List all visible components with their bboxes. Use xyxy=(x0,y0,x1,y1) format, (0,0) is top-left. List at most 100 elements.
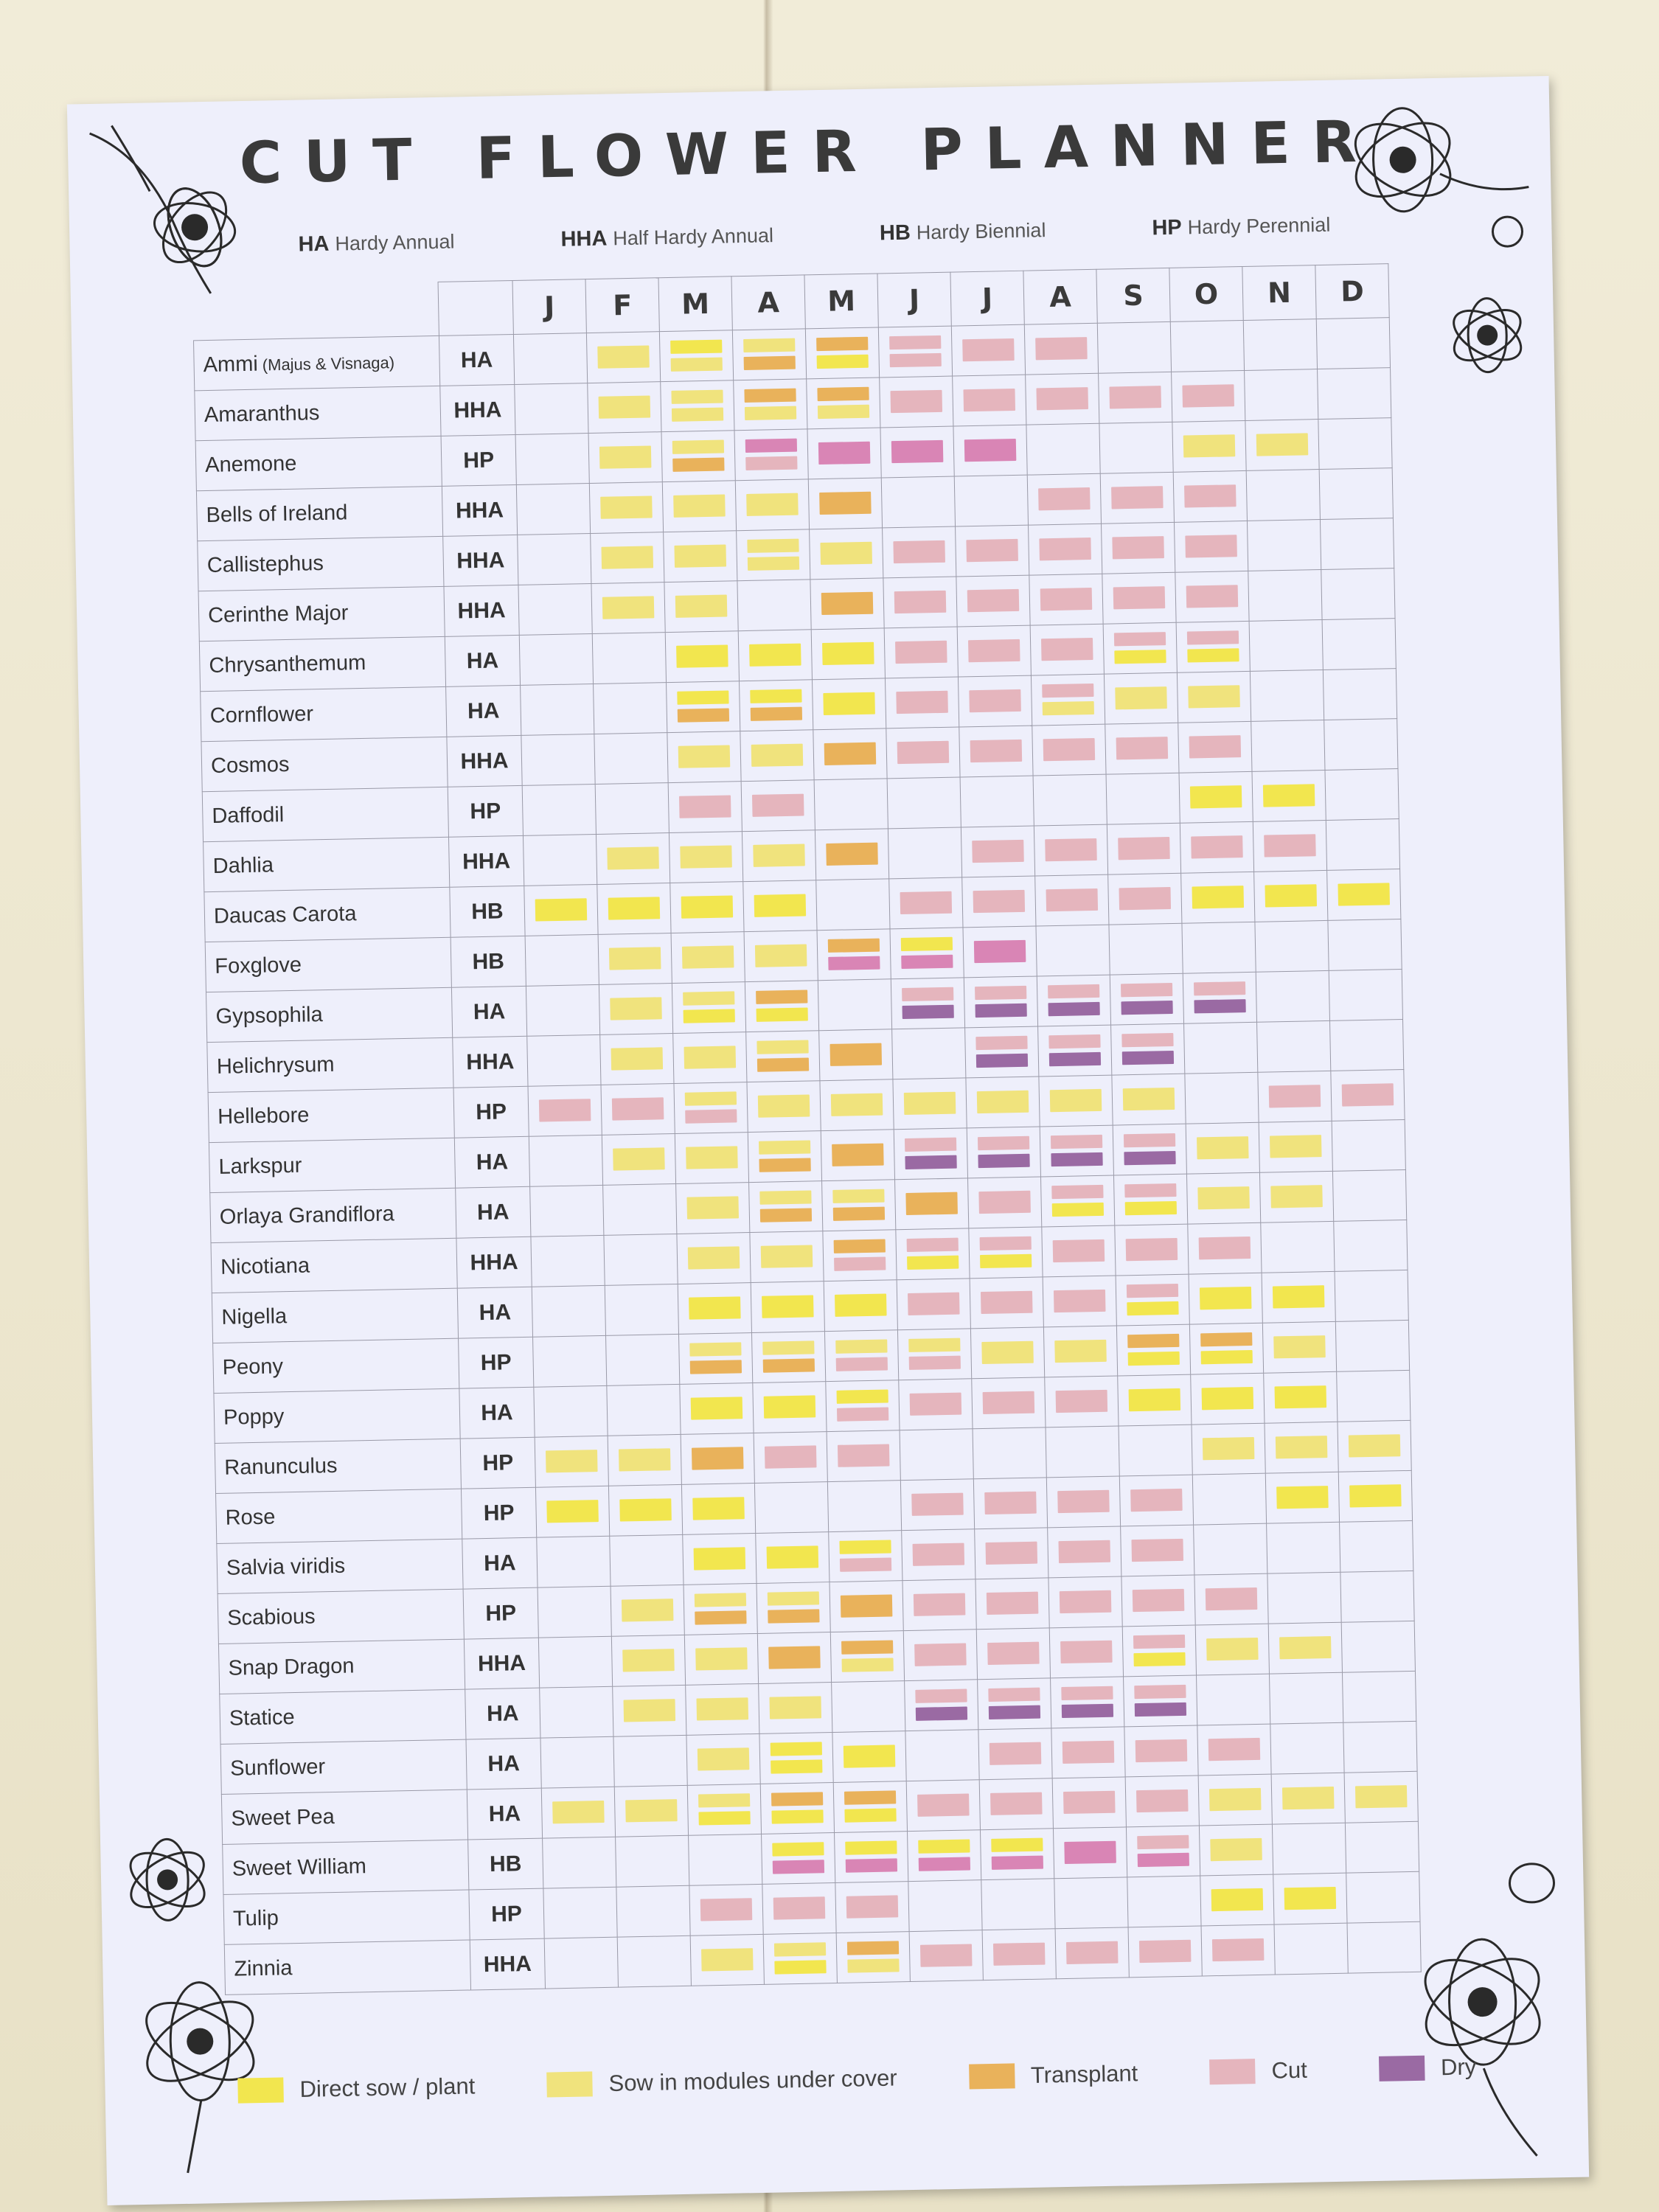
month-cell xyxy=(1173,470,1248,523)
month-cell xyxy=(682,1533,757,1585)
month-cell xyxy=(1319,467,1394,520)
activity-bar xyxy=(1338,883,1391,906)
activity-bar xyxy=(599,445,652,469)
month-cell xyxy=(1177,671,1251,723)
month-cell xyxy=(1101,522,1175,574)
activity-bar xyxy=(1201,1386,1254,1411)
activity-bar xyxy=(847,1958,900,1973)
month-cell xyxy=(829,1580,904,1632)
plant-type-code: HHA xyxy=(464,1638,540,1690)
month-cell xyxy=(535,1486,610,1538)
plant-type-code: HA xyxy=(462,1537,538,1590)
month-cell xyxy=(539,1686,613,1739)
month-cell xyxy=(528,1085,602,1137)
month-cell xyxy=(523,834,597,886)
activity-bar xyxy=(1135,1789,1189,1813)
activity-bar xyxy=(978,1190,1031,1214)
activity-bar xyxy=(826,842,878,866)
month-cell xyxy=(822,1229,897,1281)
month-cell xyxy=(824,1279,898,1332)
month-cell xyxy=(530,1235,605,1287)
plant-type-code: HB xyxy=(449,886,526,938)
month-cell xyxy=(904,1679,978,1731)
activity-bar xyxy=(837,1444,890,1467)
activity-bar xyxy=(601,546,654,569)
activity-bar xyxy=(966,538,1018,563)
activity-bar xyxy=(1064,1840,1116,1865)
plant-name-text: Anemone xyxy=(204,451,297,478)
month-cell xyxy=(909,1930,984,1982)
activity-bar xyxy=(773,1942,827,1957)
month-cell xyxy=(808,477,883,529)
activity-bar xyxy=(758,1140,811,1155)
month-cell xyxy=(526,1034,601,1087)
plant-name: Statice xyxy=(219,1689,466,1745)
month-cell xyxy=(1025,373,1099,425)
plant-name: Rose xyxy=(215,1489,462,1544)
month-cell xyxy=(819,1079,894,1131)
activity-bar xyxy=(1058,1540,1111,1564)
month-cell xyxy=(908,1879,983,1932)
month-cell xyxy=(1320,518,1394,570)
activity-bar xyxy=(1039,538,1091,561)
month-cell xyxy=(806,377,880,429)
month-cell xyxy=(968,1226,1043,1279)
month-cell xyxy=(663,530,737,582)
activity-bar xyxy=(678,745,731,768)
month-cell xyxy=(807,427,882,479)
activity-bar xyxy=(685,1109,737,1124)
plant-name-text: Ranunculus xyxy=(224,1453,338,1480)
activity-bar xyxy=(840,1594,893,1618)
month-cell xyxy=(1324,718,1398,771)
month-cell xyxy=(1176,621,1251,673)
activity-bar xyxy=(830,1093,883,1116)
plant-name-text: Orlaya Grandiflora xyxy=(219,1202,395,1229)
activity-bar xyxy=(1270,1185,1323,1208)
activity-bar xyxy=(698,1811,751,1826)
activity-bar xyxy=(744,388,796,403)
activity-bar xyxy=(762,1340,815,1355)
activity-bar xyxy=(824,742,877,765)
month-cell xyxy=(1030,624,1105,676)
activity-bar xyxy=(759,1158,811,1172)
month-cell xyxy=(1189,1323,1264,1375)
month-cell xyxy=(1270,1722,1345,1775)
activity-bar xyxy=(772,1860,825,1874)
plant-name: Orlaya Grandiflora xyxy=(209,1188,456,1243)
month-cell xyxy=(676,1232,751,1284)
month-cell xyxy=(1335,1270,1409,1322)
month-cell xyxy=(1175,571,1250,623)
month-header: J xyxy=(512,279,587,335)
activity-bar xyxy=(535,898,588,922)
activity-bar xyxy=(698,1793,751,1808)
plant-type-code: HP xyxy=(461,1487,537,1540)
activity-bar xyxy=(845,1840,897,1855)
plant-name-text: Daucas Carota xyxy=(213,902,357,928)
month-cell xyxy=(754,1431,828,1484)
activity-bar xyxy=(1194,999,1246,1014)
activity-bar xyxy=(1118,837,1170,860)
month-cell xyxy=(805,327,880,379)
month-cell xyxy=(745,1030,820,1082)
activity-bar xyxy=(973,939,1026,964)
activity-bar xyxy=(1134,1702,1187,1717)
month-cell xyxy=(1327,919,1402,971)
month-cell xyxy=(1248,569,1323,622)
month-cell xyxy=(1170,320,1245,372)
month-cell xyxy=(1317,367,1391,420)
activity-bar xyxy=(770,1742,822,1756)
month-cell xyxy=(1037,975,1111,1027)
activity-bar xyxy=(1132,1588,1185,1613)
month-cell xyxy=(1272,1823,1346,1875)
month-cell xyxy=(809,527,883,580)
month-cell xyxy=(1035,925,1110,977)
month-cell xyxy=(1097,321,1172,374)
activity-bar xyxy=(743,355,796,370)
activity-bar xyxy=(908,1355,961,1370)
month-cell xyxy=(666,681,740,733)
month-cell xyxy=(606,1384,681,1436)
month-cell xyxy=(761,1832,835,1885)
month-cell xyxy=(1264,1422,1339,1474)
plant-name: Cerinthe Major xyxy=(198,586,445,641)
month-cell xyxy=(614,1785,689,1837)
